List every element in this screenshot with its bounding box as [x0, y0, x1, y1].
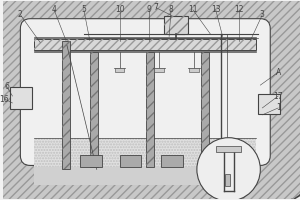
Bar — [201, 52, 209, 167]
Bar — [201, 52, 209, 167]
Bar — [146, 52, 154, 167]
Text: 2: 2 — [18, 10, 23, 19]
Bar — [34, 167, 256, 185]
Text: A: A — [276, 68, 281, 77]
Bar — [119, 155, 141, 167]
Bar — [62, 41, 70, 169]
Text: 7: 7 — [154, 3, 159, 12]
Bar — [164, 16, 188, 34]
Text: 3: 3 — [260, 10, 265, 19]
FancyBboxPatch shape — [20, 19, 270, 165]
Text: 1: 1 — [276, 103, 280, 112]
Bar — [216, 146, 242, 152]
Text: 4: 4 — [52, 5, 56, 14]
Text: 10: 10 — [115, 5, 124, 14]
Text: 12: 12 — [234, 5, 243, 14]
Bar — [90, 52, 98, 167]
Text: 6: 6 — [4, 82, 9, 91]
Bar — [34, 39, 256, 50]
Bar — [62, 41, 70, 169]
Bar — [34, 138, 256, 167]
Text: 13: 13 — [211, 5, 220, 14]
Bar — [154, 68, 164, 72]
Circle shape — [197, 138, 260, 200]
Bar — [90, 52, 98, 167]
Text: 9: 9 — [147, 5, 152, 14]
Bar — [11, 87, 32, 109]
Bar — [189, 68, 199, 72]
Bar — [34, 39, 256, 50]
Bar — [225, 174, 230, 186]
Bar — [34, 138, 256, 167]
Bar — [80, 155, 102, 167]
Bar — [164, 16, 188, 34]
Text: 8: 8 — [169, 5, 173, 14]
Text: 17: 17 — [273, 92, 283, 101]
Bar — [161, 155, 183, 167]
Bar — [115, 68, 124, 72]
Bar — [258, 94, 280, 114]
Text: 16: 16 — [0, 95, 9, 104]
Text: 11: 11 — [188, 5, 198, 14]
Text: 5: 5 — [81, 5, 86, 14]
Bar — [209, 155, 231, 167]
Bar — [146, 52, 154, 167]
